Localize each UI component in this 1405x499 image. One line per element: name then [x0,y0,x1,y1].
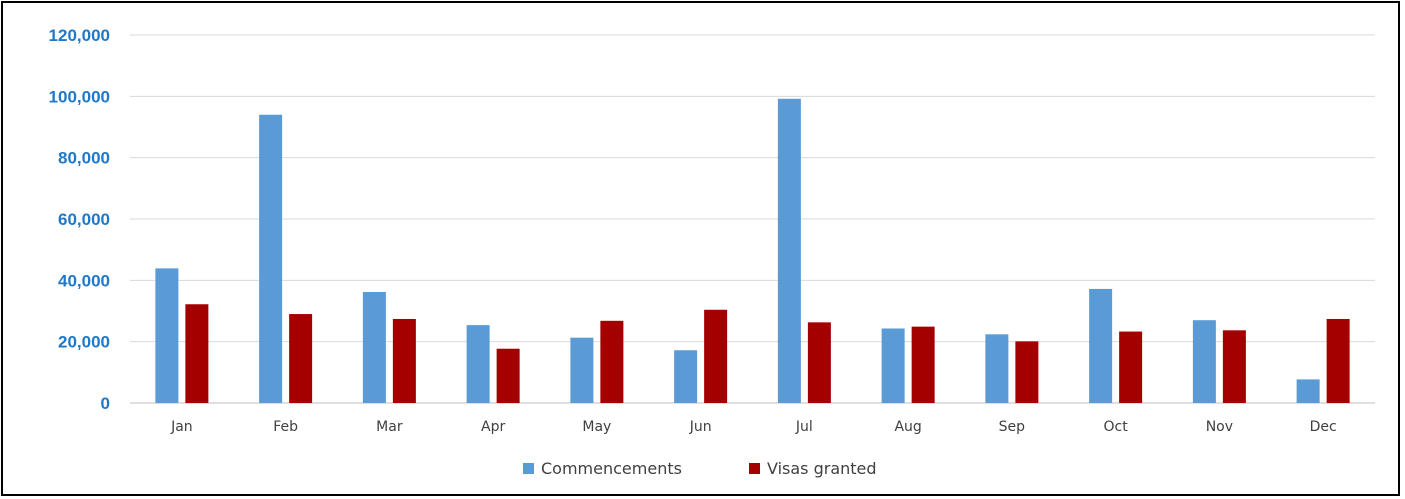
y-tick-label: 20,000 [58,333,110,352]
bar-commencements [674,350,698,403]
y-tick-label: 100,000 [49,87,110,106]
bar-visas-granted [704,309,728,403]
x-tick-label: Feb [273,419,298,435]
bar-commencements [570,337,594,403]
y-tick-label: 0 [101,394,110,413]
bar-visas-granted [185,304,209,403]
x-tick-label: Jan [170,419,193,435]
bar-visas-granted [392,318,416,403]
x-tick-label: Jun [689,419,712,435]
legend-swatch [523,463,534,474]
bars [155,98,1350,403]
bar-commencements [1296,379,1320,403]
x-tick-label: Nov [1206,419,1233,435]
gridlines [130,34,1375,404]
bar-visas-granted [1119,331,1143,403]
bar-commencements [362,291,386,403]
legend-label: Commencements [541,459,682,478]
bar-visas-granted [1326,318,1350,403]
bar-commencements [985,334,1009,403]
bar-commencements [1192,320,1216,403]
bar-visas-granted [289,314,313,403]
bar-commencements [466,325,490,403]
bar-visas-granted [1222,330,1246,403]
bar-visas-granted [600,320,624,403]
y-tick-label: 80,000 [58,149,110,168]
x-tick-label: Mar [376,419,403,435]
x-tick-label: Aug [894,419,921,435]
x-tick-label: May [582,419,611,435]
bar-commencements [777,98,801,403]
bar-commencements [1089,288,1113,403]
x-tick-label: Oct [1104,419,1129,435]
legend: Commencements Visas granted [523,459,877,478]
x-axis-ticks: Jan Feb Mar Apr May Jun Jul Aug Sep Oct Nov Dec [170,419,1337,435]
bar-visas-granted [1015,341,1039,403]
bar-commencements [881,328,905,403]
x-tick-label: Jul [795,419,813,435]
bar-commencements [155,268,179,403]
x-tick-label: Dec [1310,419,1337,435]
y-axis-ticks: 0 20,000 40,000 60,000 80,000 100,000 120,000 [49,26,110,413]
legend-label: Visas granted [767,459,877,478]
bar-commencements [259,114,283,403]
bar-visas-granted [911,326,935,403]
y-tick-label: 120,000 [49,26,110,45]
legend-swatch [749,463,760,474]
y-tick-label: 60,000 [58,210,110,229]
x-tick-label: Apr [481,419,505,435]
bar-visas-granted [496,348,520,403]
bar-visas-granted [807,322,831,403]
y-tick-label: 40,000 [58,271,110,290]
x-tick-label: Sep [999,419,1026,435]
